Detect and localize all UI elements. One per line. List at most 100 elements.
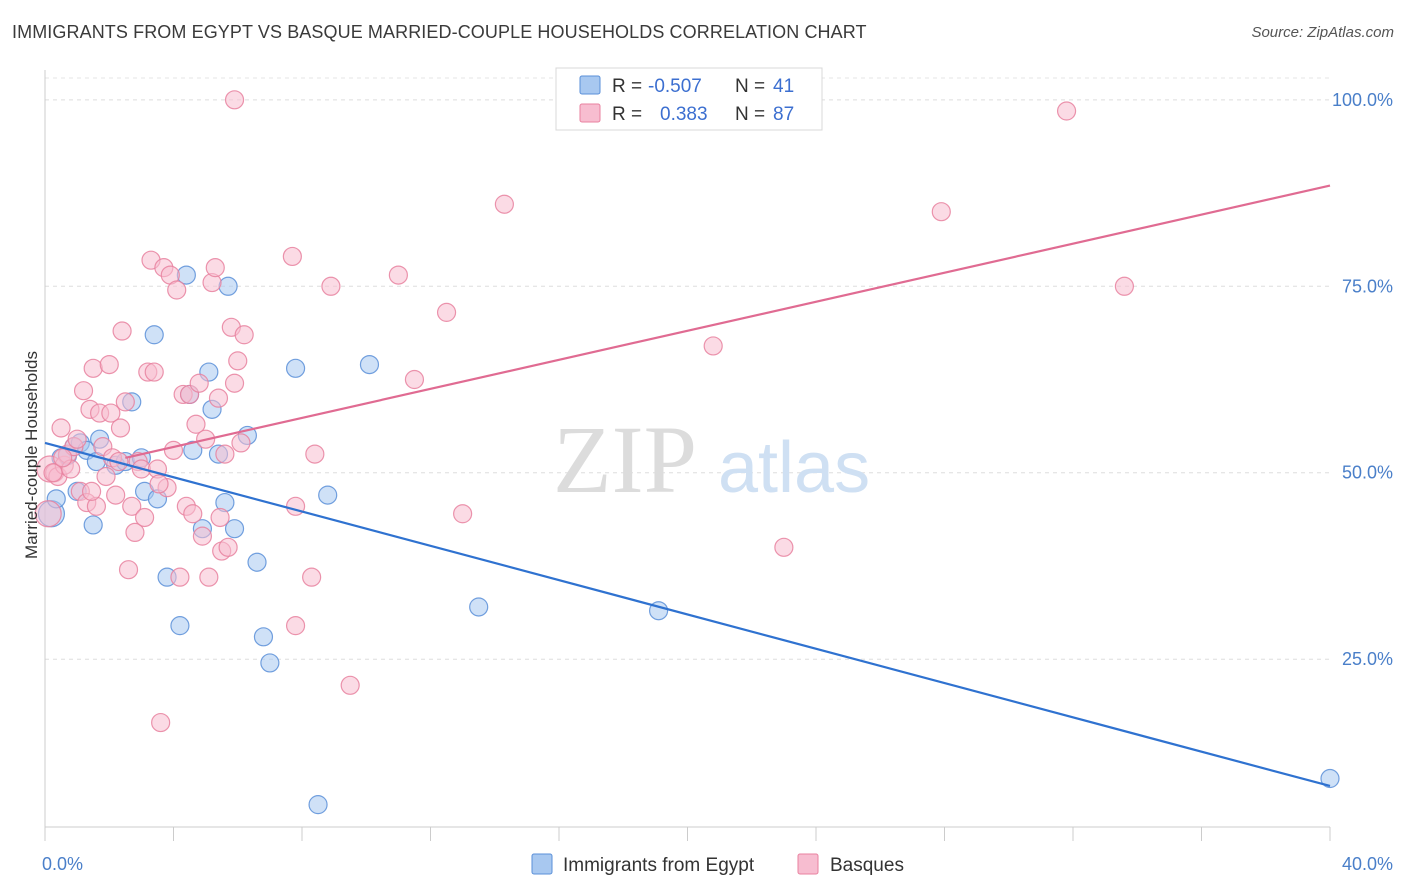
point-basques-48 [192, 526, 213, 546]
point-basques-9 [67, 429, 87, 449]
point-basques-24 [115, 392, 135, 412]
trend-lines [44, 184, 1331, 788]
legend-label-basques: Basques [830, 855, 904, 876]
axes [44, 70, 1331, 841]
point-egypt-33 [260, 653, 280, 673]
point-basques-76 [774, 537, 794, 557]
correlation-legend: R = -0.507 N = 41 R = 0.383 N = 87 [555, 67, 823, 131]
point-egypt-31 [247, 552, 267, 572]
point-egypt-36 [318, 485, 338, 505]
point-basques-0 [34, 500, 62, 528]
legend-swatch-basques [579, 103, 601, 123]
point-basques-23 [112, 321, 132, 341]
point-basques-70 [388, 265, 408, 285]
legend-r-label-basques: R = [612, 104, 642, 125]
point-basques-81 [53, 448, 73, 468]
point-egypt-38 [469, 597, 489, 617]
watermark-atlas: atlas [718, 428, 870, 508]
point-basques-40 [167, 280, 187, 300]
point-basques-67 [305, 444, 325, 464]
point-basques-66 [302, 567, 322, 587]
point-basques-39 [163, 440, 184, 460]
point-basques-11 [73, 381, 94, 401]
point-basques-19 [99, 354, 119, 375]
legend-swatch-egypt [579, 75, 601, 95]
x-tick-label-min: 0.0% [42, 854, 83, 874]
point-basques-50 [199, 567, 219, 587]
point-basques-75 [703, 336, 723, 356]
point-egypt-37 [359, 354, 380, 375]
point-basques-63 [282, 246, 302, 267]
point-basques-58 [224, 373, 245, 393]
point-basques-74 [494, 194, 514, 214]
point-basques-26 [122, 496, 142, 516]
x-tick-label-max: 40.0% [1342, 854, 1393, 874]
point-basques-73 [453, 504, 473, 524]
point-basques-4 [51, 418, 71, 438]
x-tick-labels: 0.0% 40.0% [42, 854, 1393, 874]
legend-swatch-immigrants-from-egypt [531, 853, 553, 875]
source-label: Source: ZipAtlas.com [1251, 24, 1394, 41]
watermark: ZIP atlas [553, 406, 870, 513]
point-basques-27 [125, 522, 145, 543]
point-basques-71 [404, 369, 425, 390]
point-basques-35 [151, 712, 171, 733]
chart-title: IMMIGRANTS FROM EGYPT VS BASQUE MARRIED-… [12, 22, 867, 42]
legend-label-immigrants-from-egypt: Immigrants from Egypt [563, 855, 755, 876]
point-basques-41 [170, 567, 190, 587]
point-egypt-22 [183, 440, 203, 460]
point-egypt-28 [218, 276, 238, 296]
point-egypt-40 [1320, 768, 1340, 789]
point-basques-65 [285, 616, 306, 636]
point-basques-18 [96, 466, 116, 487]
point-egypt-34 [285, 358, 306, 378]
y-tick-label-100: 100.0% [1332, 90, 1393, 110]
point-basques-14 [83, 358, 103, 378]
series-legend: Immigrants from Egypt Basques [531, 853, 904, 876]
watermark-zip: ZIP [553, 406, 697, 513]
point-basques-55 [215, 444, 235, 464]
legend-n-value-basques: 87 [773, 104, 794, 125]
y-tick-label-50: 50.0% [1342, 463, 1393, 483]
point-basques-59 [228, 351, 248, 371]
point-basques-84 [149, 474, 169, 494]
point-basques-47 [189, 373, 209, 393]
point-basques-80 [43, 463, 63, 483]
point-egypt-8 [83, 515, 103, 535]
y-axis-label: Married-couple Households [22, 351, 41, 559]
y-tick-label-25: 25.0% [1342, 649, 1393, 669]
point-basques-86 [110, 418, 131, 438]
legend-r-label-egypt: R = [612, 76, 642, 97]
legend-n-label-egypt: N = [735, 76, 765, 97]
point-basques-46 [186, 414, 206, 434]
point-basques-85 [210, 507, 230, 528]
trend-line-egypt [44, 441, 1331, 788]
point-egypt-35 [308, 795, 328, 815]
point-basques-21 [106, 485, 126, 505]
point-egypt-19 [170, 616, 190, 636]
point-egypt-32 [253, 627, 274, 647]
point-basques-69 [340, 675, 360, 695]
point-basques-30 [134, 507, 155, 528]
legend-n-value-egypt: 41 [773, 76, 794, 97]
point-basques-68 [321, 276, 341, 296]
legend-swatch-basques-bottom [797, 853, 819, 875]
point-basques-56 [218, 537, 238, 557]
point-basques-78 [1056, 101, 1077, 121]
point-basques-82 [81, 481, 102, 501]
legend-r-value-basques: 0.383 [660, 104, 708, 125]
point-basques-45 [183, 504, 203, 524]
point-basques-72 [436, 302, 457, 322]
legend-n-label-basques: N = [735, 104, 765, 125]
y-tick-labels: 25.0% 50.0% 75.0% 100.0% [1332, 90, 1393, 669]
point-basques-62 [224, 90, 245, 110]
point-basques-52 [205, 258, 225, 278]
y-tick-label-75: 75.0% [1342, 276, 1393, 296]
point-egypt-29 [224, 519, 245, 539]
trend-line-basques [125, 184, 1331, 459]
point-basques-33 [144, 362, 164, 382]
point-basques-61 [234, 325, 254, 345]
point-basques-25 [118, 560, 139, 580]
point-egypt-16 [144, 325, 164, 345]
